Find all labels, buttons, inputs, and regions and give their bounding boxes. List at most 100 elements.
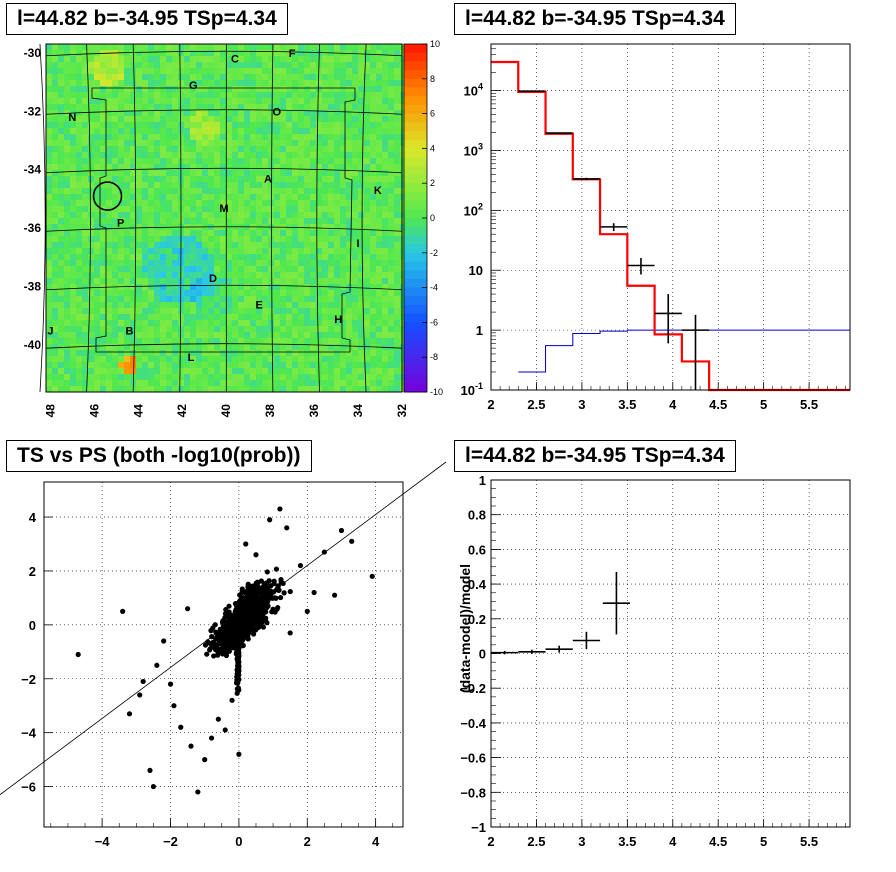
map-pixel <box>262 242 268 248</box>
map-pixel <box>136 236 142 242</box>
map-pixel <box>352 242 358 248</box>
map-pixel <box>100 122 106 128</box>
map-pixel <box>316 134 322 140</box>
map-pixel <box>328 374 334 380</box>
map-grid-meridian <box>179 43 182 393</box>
map-pixel <box>286 260 292 266</box>
colorbar-segment <box>404 348 427 358</box>
map-pixel <box>88 158 94 164</box>
map-pixel <box>64 302 70 308</box>
map-pixel <box>166 164 172 170</box>
map-pixel <box>322 236 328 242</box>
map-pixel <box>274 92 280 98</box>
map-pixel <box>328 218 334 224</box>
map-pixel <box>94 296 100 302</box>
map-pixel <box>82 56 88 62</box>
map-pixel <box>286 308 292 314</box>
map-pixel <box>136 386 142 392</box>
map-pixel <box>106 386 112 392</box>
map-pixel <box>268 380 274 386</box>
map-pixel <box>76 68 82 74</box>
map-pixel <box>370 308 376 314</box>
map-pixel <box>268 182 274 188</box>
map-pixel <box>118 350 124 356</box>
scatter-point <box>278 594 284 601</box>
map-pixel <box>286 356 292 362</box>
map-pixel <box>292 164 298 170</box>
map-pixel <box>100 344 106 350</box>
map-pixel <box>88 290 94 296</box>
map-pixel <box>136 320 142 326</box>
map-pixel <box>202 188 208 194</box>
map-pixel <box>370 206 376 212</box>
map-pixel <box>220 368 226 374</box>
map-region-label: G <box>189 80 198 92</box>
map-pixel <box>364 254 370 260</box>
map-pixel <box>46 230 52 236</box>
map-pixel <box>142 296 148 302</box>
map-pixel <box>190 122 196 128</box>
map-pixel <box>196 368 202 374</box>
map-pixel <box>394 146 400 152</box>
map-pixel <box>52 122 58 128</box>
map-pixel <box>232 338 238 344</box>
map-pixel <box>394 110 400 116</box>
map-pixel <box>142 146 148 152</box>
map-pixel <box>184 188 190 194</box>
map-pixel <box>370 314 376 320</box>
map-pixel <box>346 326 352 332</box>
map-pixel <box>382 350 388 356</box>
map-pixel <box>172 146 178 152</box>
map-pixel <box>310 206 316 212</box>
map-pixel <box>370 92 376 98</box>
colorbar-tick-label: -2 <box>430 248 438 258</box>
map-pixel <box>202 380 208 386</box>
map-pixel <box>250 278 256 284</box>
map-pixel <box>340 254 346 260</box>
map-pixel <box>58 134 64 140</box>
map-pixel <box>244 254 250 260</box>
map-pixel <box>100 188 106 194</box>
map-pixel <box>202 386 208 392</box>
map-pixel <box>160 218 166 224</box>
map-pixel <box>142 116 148 122</box>
map-pixel <box>328 230 334 236</box>
colorbar-tick-label: 2 <box>430 178 435 188</box>
map-pixel <box>220 74 226 80</box>
map-pixel <box>58 362 64 368</box>
map-pixel <box>364 74 370 80</box>
map-pixel <box>304 380 310 386</box>
map-pixel <box>58 272 64 278</box>
map-pixel <box>70 248 76 254</box>
map-pixel <box>154 86 160 92</box>
map-pixel <box>394 308 400 314</box>
map-pixel <box>166 98 172 104</box>
map-pixel <box>394 98 400 104</box>
map-pixel <box>202 122 208 128</box>
map-pixel <box>376 278 382 284</box>
map-pixel <box>106 290 112 296</box>
map-pixel <box>184 170 190 176</box>
map-pixel <box>226 110 232 116</box>
map-pixel <box>166 290 172 296</box>
map-pixel <box>136 368 142 374</box>
map-pixel <box>208 176 214 182</box>
map-pixel <box>310 242 316 248</box>
map-pixel <box>370 158 376 164</box>
map-pixel <box>190 374 196 380</box>
map-pixel <box>310 188 316 194</box>
map-pixel <box>118 170 124 176</box>
map-pixel <box>130 236 136 242</box>
map-pixel <box>376 296 382 302</box>
map-pixel <box>274 386 280 392</box>
map-pixel <box>136 248 142 254</box>
map-pixel <box>118 308 124 314</box>
map-pixel <box>370 200 376 206</box>
map-pixel <box>76 74 82 80</box>
map-pixel <box>166 194 172 200</box>
map-pixel <box>52 230 58 236</box>
map-pixel <box>166 338 172 344</box>
y-tick-label: 4 <box>29 510 37 525</box>
map-pixel <box>136 50 142 56</box>
map-pixel <box>100 218 106 224</box>
